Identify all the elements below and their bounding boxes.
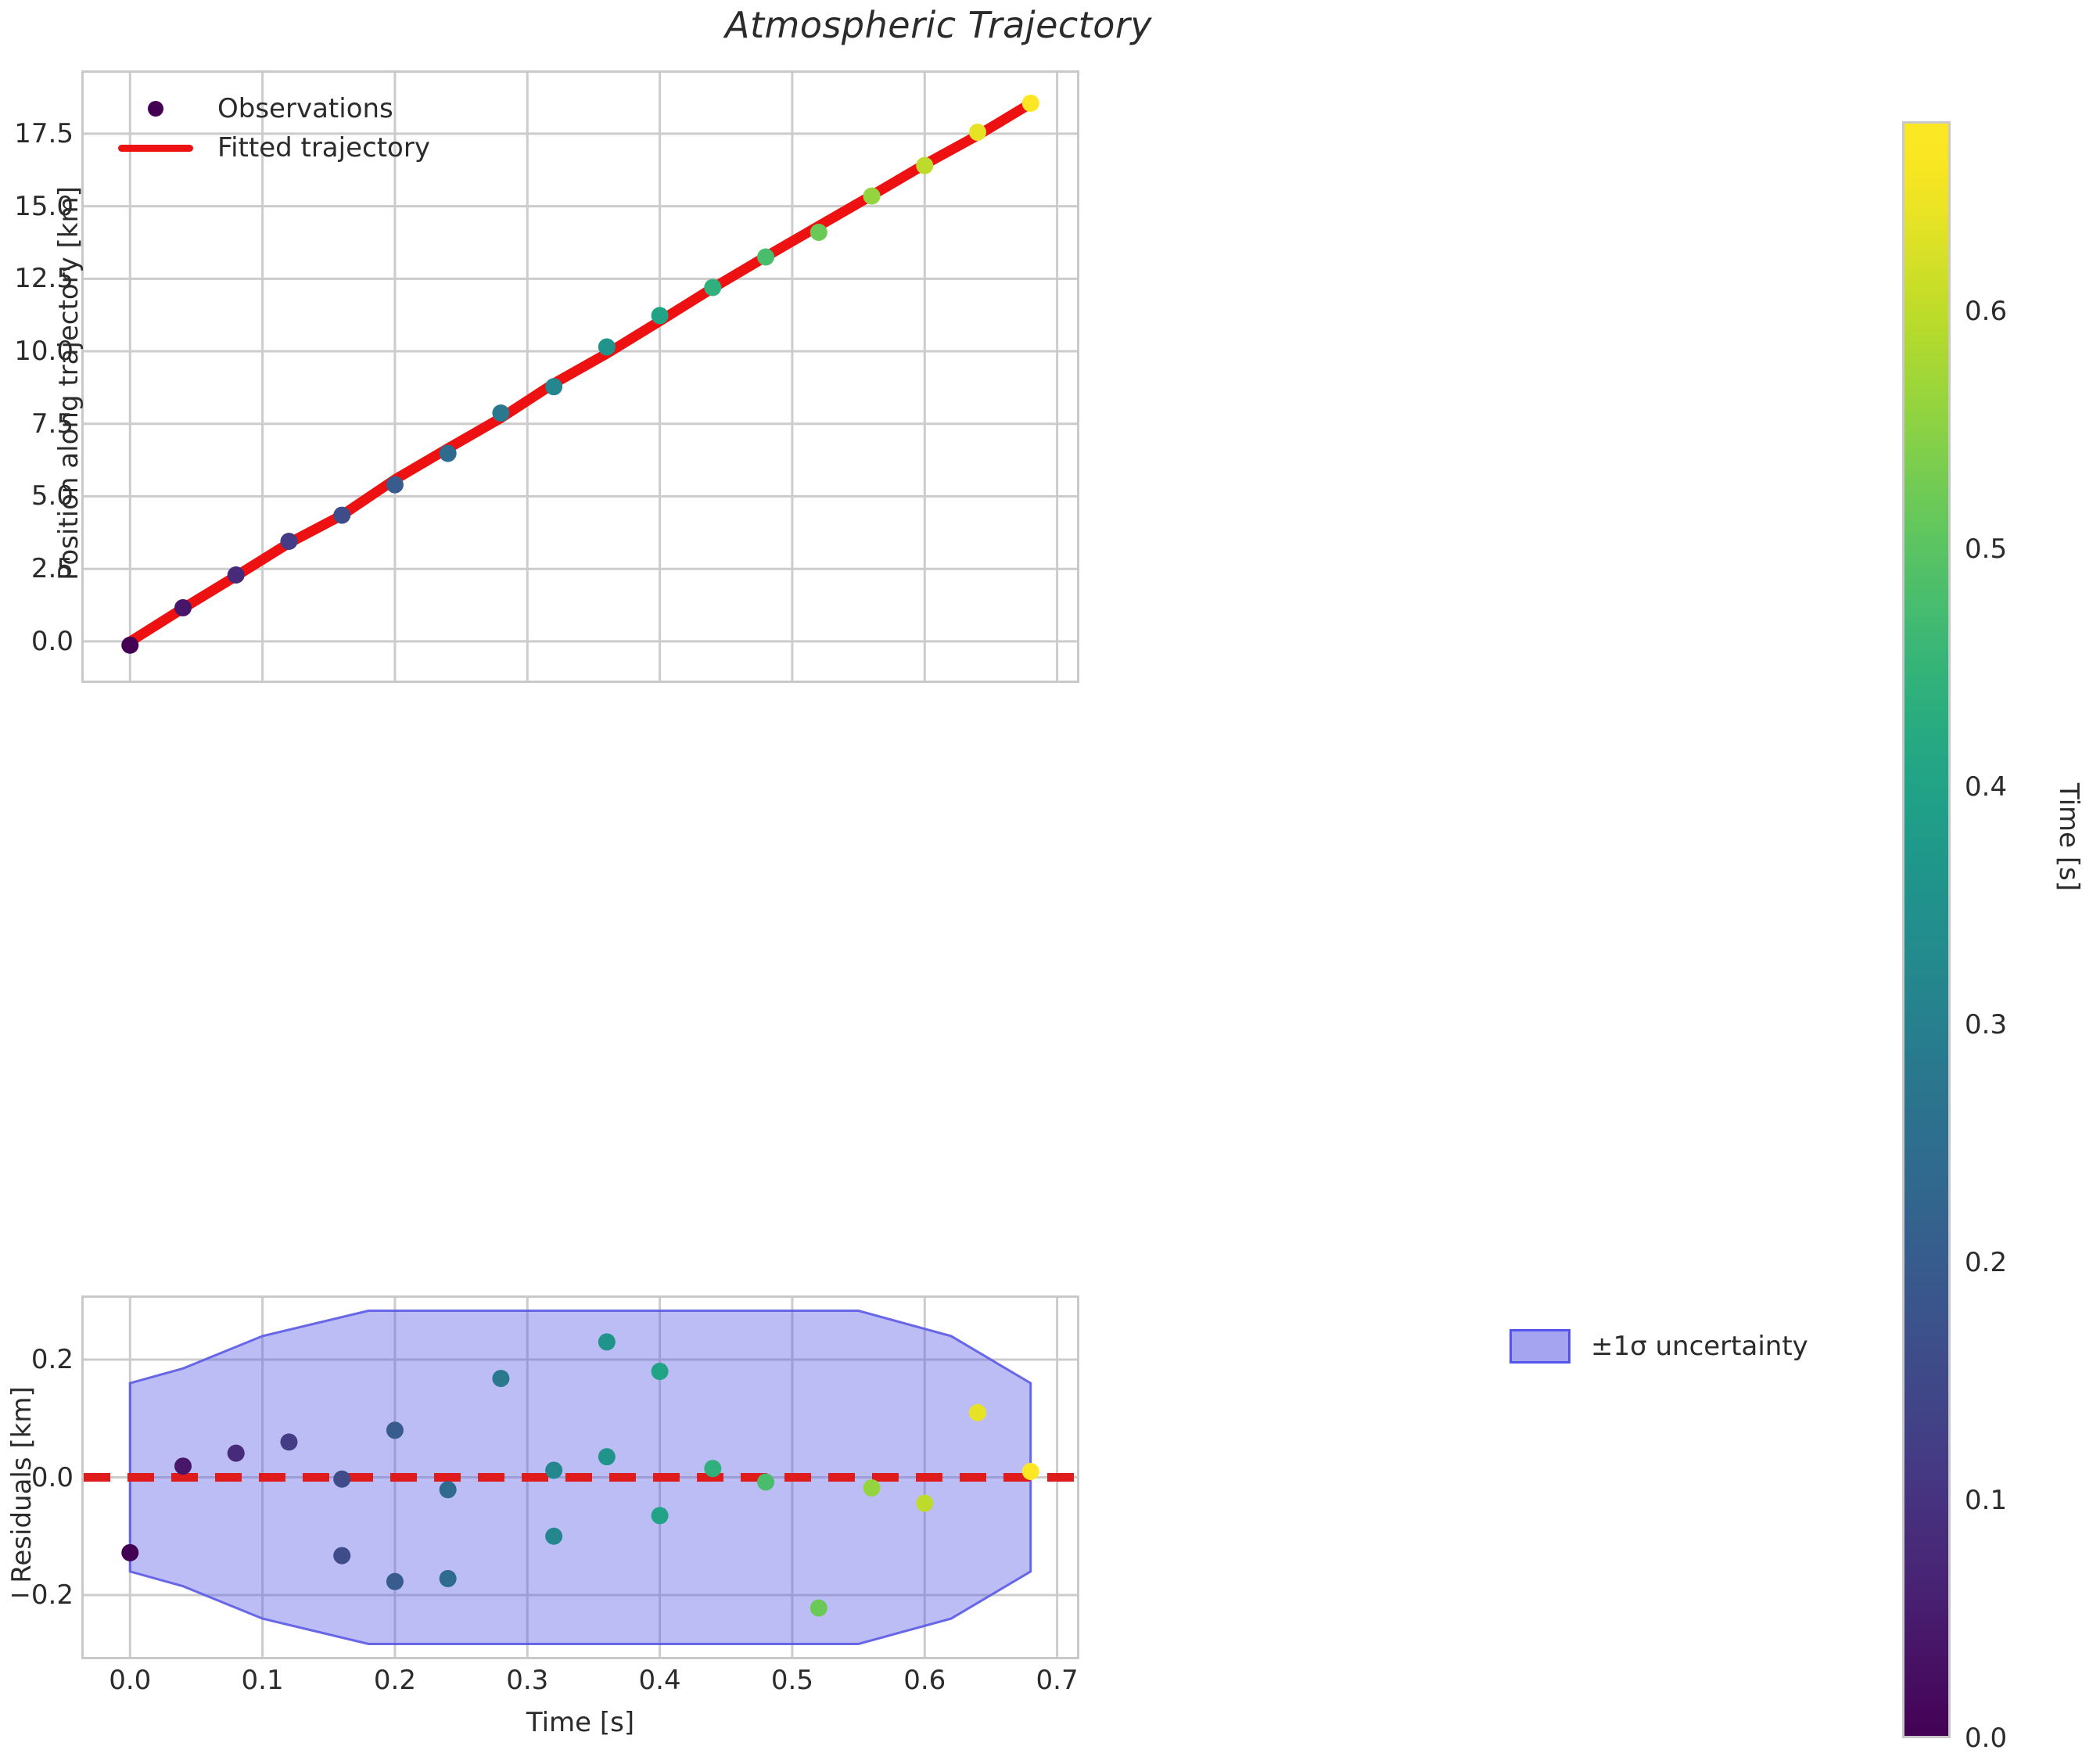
uncertainty-band-swatch-icon xyxy=(1509,1329,1571,1364)
residual-point xyxy=(598,1448,616,1466)
colorbar-tick-labels: 0.6 0.5 0.4 0.3 0.2 0.1 0.0 xyxy=(1955,121,2049,1754)
residual-legend[interactable]: ±1σ uncertainty xyxy=(1509,1329,1808,1364)
colorbar xyxy=(1902,121,1951,1738)
fitted-trajectory-line xyxy=(124,98,1036,647)
residual-point xyxy=(809,1599,827,1617)
residual-point xyxy=(545,1527,563,1545)
x-tick: 0.1 xyxy=(241,1665,284,1696)
residual-point xyxy=(492,1370,510,1388)
colorbar-tick: 0.2 xyxy=(1965,1247,2008,1279)
legend-label-observations: Observations xyxy=(217,93,393,124)
x-tick: 0.7 xyxy=(1036,1665,1079,1696)
main-y-tick: 15.0 xyxy=(14,190,74,222)
observation-point xyxy=(227,566,245,584)
residual-point xyxy=(227,1444,245,1462)
residual-point xyxy=(121,1543,139,1561)
observation-point xyxy=(757,248,775,266)
residual-point xyxy=(386,1421,404,1439)
residual-y-tick: −0.2 xyxy=(9,1579,74,1611)
residual-point xyxy=(651,1363,669,1381)
figure-title: Atmospheric Trajectory xyxy=(725,4,1152,46)
observation-point xyxy=(863,187,881,205)
residual-y-tick: 0.2 xyxy=(31,1344,74,1375)
main-plot-svg xyxy=(84,73,1077,681)
observation-point xyxy=(1021,94,1039,112)
residual-point xyxy=(969,1403,986,1421)
legend-item-fitted-trajectory[interactable]: Fitted trajectory xyxy=(105,128,430,167)
observation-point xyxy=(916,156,934,174)
main-legend: Observations Fitted trajectory xyxy=(97,84,438,172)
main-y-axis-label: Position along trajectory [km] xyxy=(53,186,84,580)
observation-point xyxy=(333,506,351,524)
observation-point xyxy=(969,124,986,142)
colorbar-gradient xyxy=(1904,124,1948,1736)
observation-point xyxy=(174,598,192,616)
colorbar-tick: 0.6 xyxy=(1965,296,2008,328)
colorbar-tick: 0.0 xyxy=(1965,1723,2008,1754)
residual-point xyxy=(386,1572,404,1590)
x-tick-labels: 0.0 0.1 0.2 0.3 0.4 0.5 0.6 0.7 xyxy=(81,1665,1079,1699)
legend-label-uncertainty: ±1σ uncertainty xyxy=(1591,1331,1808,1362)
main-y-tick: 7.5 xyxy=(31,408,74,440)
fitted-line-icon xyxy=(105,144,206,152)
observation-point xyxy=(280,532,298,550)
x-axis-label: Time [s] xyxy=(526,1707,635,1738)
main-y-tick: 0.0 xyxy=(31,625,74,657)
residual-point xyxy=(280,1433,298,1451)
colorbar-tick: 0.1 xyxy=(1965,1485,2008,1517)
colorbar-tick: 0.4 xyxy=(1965,771,2008,803)
residual-point xyxy=(757,1473,775,1491)
main-y-tick-labels: 17.5 15.0 12.5 10.0 7.5 5.0 2.5 0.0 xyxy=(6,70,74,683)
main-y-tick: 12.5 xyxy=(14,263,74,295)
colorbar-tick: 0.5 xyxy=(1965,534,2008,566)
main-y-tick: 2.5 xyxy=(31,553,74,585)
x-tick: 0.2 xyxy=(373,1665,416,1696)
x-tick: 0.3 xyxy=(506,1665,549,1696)
legend-item-observations[interactable]: Observations xyxy=(105,89,430,128)
residual-point xyxy=(598,1333,616,1351)
observation-point xyxy=(598,338,616,356)
colorbar-label: Time [s] xyxy=(2053,782,2084,892)
legend-label-fitted-trajectory: Fitted trajectory xyxy=(217,132,430,163)
residual-plot-svg xyxy=(84,1298,1077,1657)
x-tick: 0.6 xyxy=(903,1665,946,1696)
x-tick: 0.5 xyxy=(770,1665,813,1696)
residual-point xyxy=(439,1569,457,1587)
residual-point xyxy=(1021,1462,1039,1480)
observations-dot-icon xyxy=(105,101,206,117)
colorbar-tick: 0.3 xyxy=(1965,1009,2008,1041)
observation-point xyxy=(439,444,457,462)
main-y-tick: 5.0 xyxy=(31,480,74,512)
residual-plot-panel xyxy=(81,1295,1079,1659)
residual-point xyxy=(333,1470,351,1488)
residual-point xyxy=(916,1494,934,1512)
residual-point xyxy=(545,1461,563,1479)
observation-point xyxy=(121,636,139,654)
residual-y-axis-label: Residuals [km] xyxy=(6,1386,38,1583)
residual-point xyxy=(704,1460,722,1478)
observation-point xyxy=(386,476,404,494)
residual-point xyxy=(174,1457,192,1475)
x-tick: 0.4 xyxy=(638,1665,681,1696)
observation-point xyxy=(492,404,510,422)
observation-point xyxy=(651,307,669,325)
residual-y-tick-labels: 0.2 0.0 −0.2 xyxy=(6,1295,74,1659)
main-y-tick: 17.5 xyxy=(14,117,74,149)
residual-point xyxy=(333,1547,351,1565)
residual-point xyxy=(863,1479,881,1497)
main-y-tick: 10.0 xyxy=(14,336,74,368)
observation-point xyxy=(809,223,827,241)
observation-point xyxy=(545,378,563,396)
x-tick: 0.0 xyxy=(109,1665,152,1696)
residual-y-tick: 0.0 xyxy=(31,1461,74,1493)
residual-point xyxy=(439,1481,457,1499)
main-plot-panel xyxy=(81,70,1079,683)
observation-point xyxy=(704,278,722,296)
residual-point xyxy=(651,1507,669,1525)
